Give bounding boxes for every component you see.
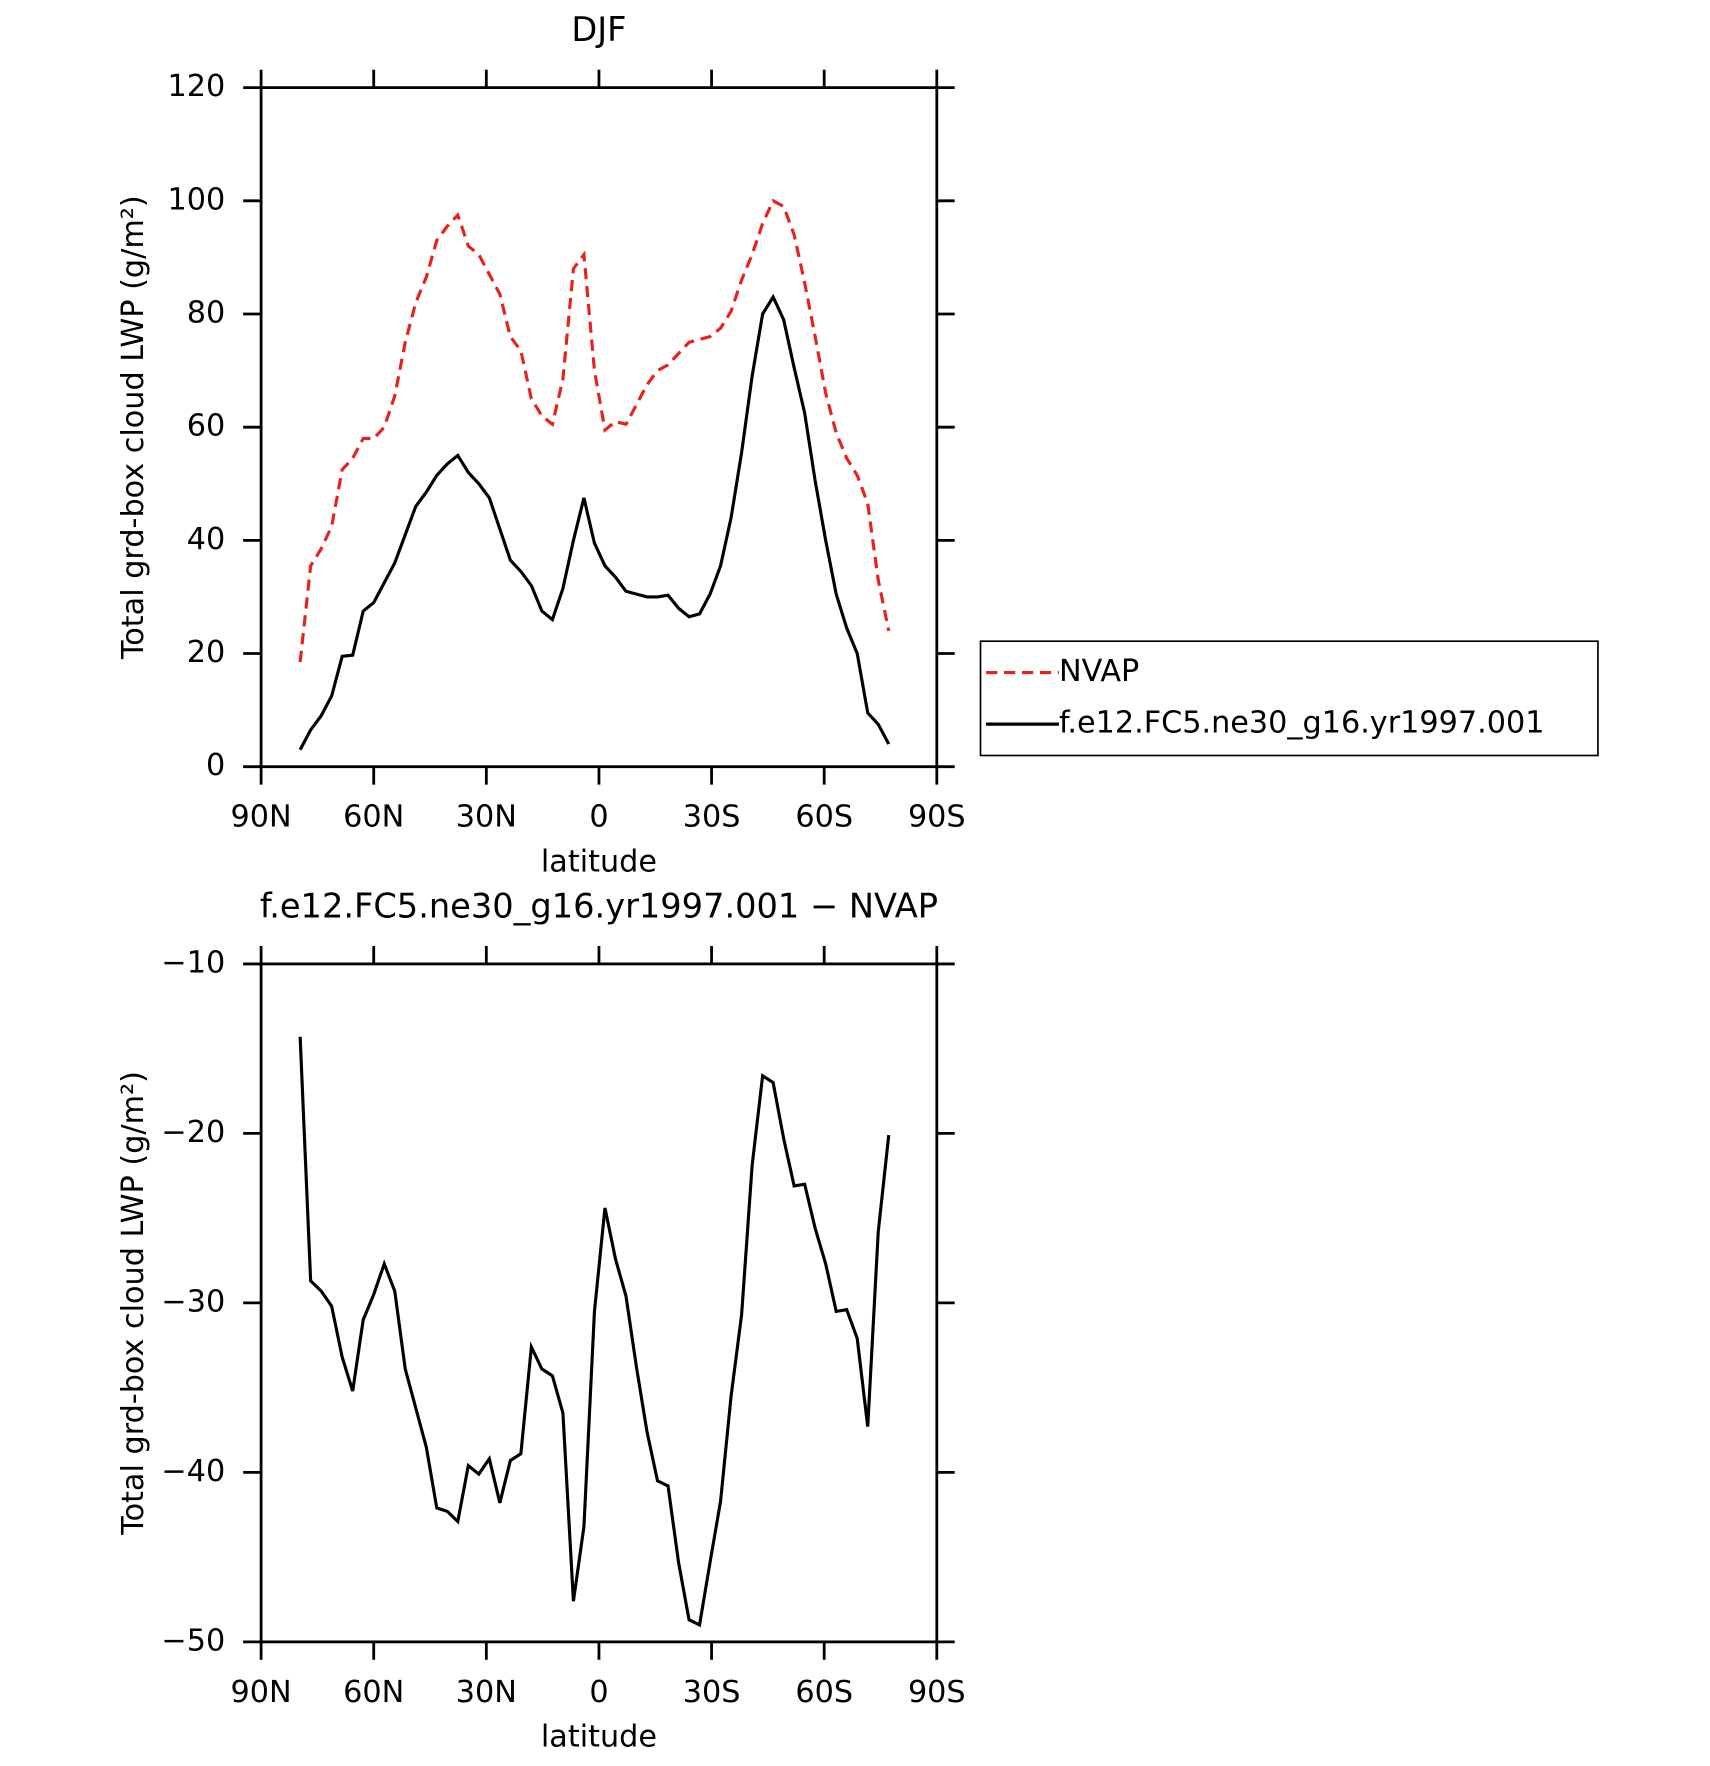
y-tick-label: −40 <box>161 1454 225 1489</box>
x-tick-label: 60N <box>343 800 404 835</box>
legend-box <box>979 640 1599 757</box>
y-tick-label: −20 <box>161 1115 225 1150</box>
chart-title: f.e12.FC5.ne30_g16.yr1997.001 − NVAP <box>260 886 938 925</box>
x-tick-label: 60N <box>343 1675 404 1710</box>
x-axis-label: latitude <box>541 1720 657 1755</box>
y-tick-label: 40 <box>187 522 226 557</box>
data-line <box>298 1036 891 1628</box>
x-tick-label: 90S <box>908 800 966 835</box>
x-axis-label: latitude <box>541 845 657 880</box>
y-tick-label: −50 <box>161 1623 225 1658</box>
chart-title: DJF <box>571 10 626 49</box>
data-line <box>298 293 891 751</box>
legend-label: f.e12.FC5.ne30_g16.yr1997.001 <box>1059 706 1545 741</box>
x-tick-label: 90S <box>908 1675 966 1710</box>
x-tick-label: 30N <box>456 800 517 835</box>
y-tick-label: 120 <box>167 69 225 104</box>
data-line <box>298 198 891 663</box>
x-tick-label: 0 <box>589 1675 608 1710</box>
x-tick-label: 30N <box>456 1675 517 1710</box>
x-tick-label: 30S <box>683 800 741 835</box>
y-tick-label: 80 <box>187 295 226 330</box>
x-tick-label: 60S <box>795 800 853 835</box>
y-axis-label: Total grd-box cloud LWP (g/m²) <box>116 195 151 660</box>
x-tick-label: 90N <box>231 1675 292 1710</box>
y-tick-label: 100 <box>167 182 225 217</box>
y-tick-label: −10 <box>161 945 225 980</box>
y-tick-label: 0 <box>206 748 225 783</box>
x-tick-label: 30S <box>683 1675 741 1710</box>
x-tick-label: 0 <box>589 800 608 835</box>
y-tick-label: −30 <box>161 1284 225 1319</box>
legend-label: NVAP <box>1059 654 1139 689</box>
x-tick-label: 90N <box>231 800 292 835</box>
y-tick-label: 20 <box>187 635 226 670</box>
x-tick-label: 60S <box>795 1675 853 1710</box>
y-tick-label: 60 <box>187 409 226 444</box>
y-axis-label: Total grd-box cloud LWP (g/m²) <box>116 1071 151 1536</box>
